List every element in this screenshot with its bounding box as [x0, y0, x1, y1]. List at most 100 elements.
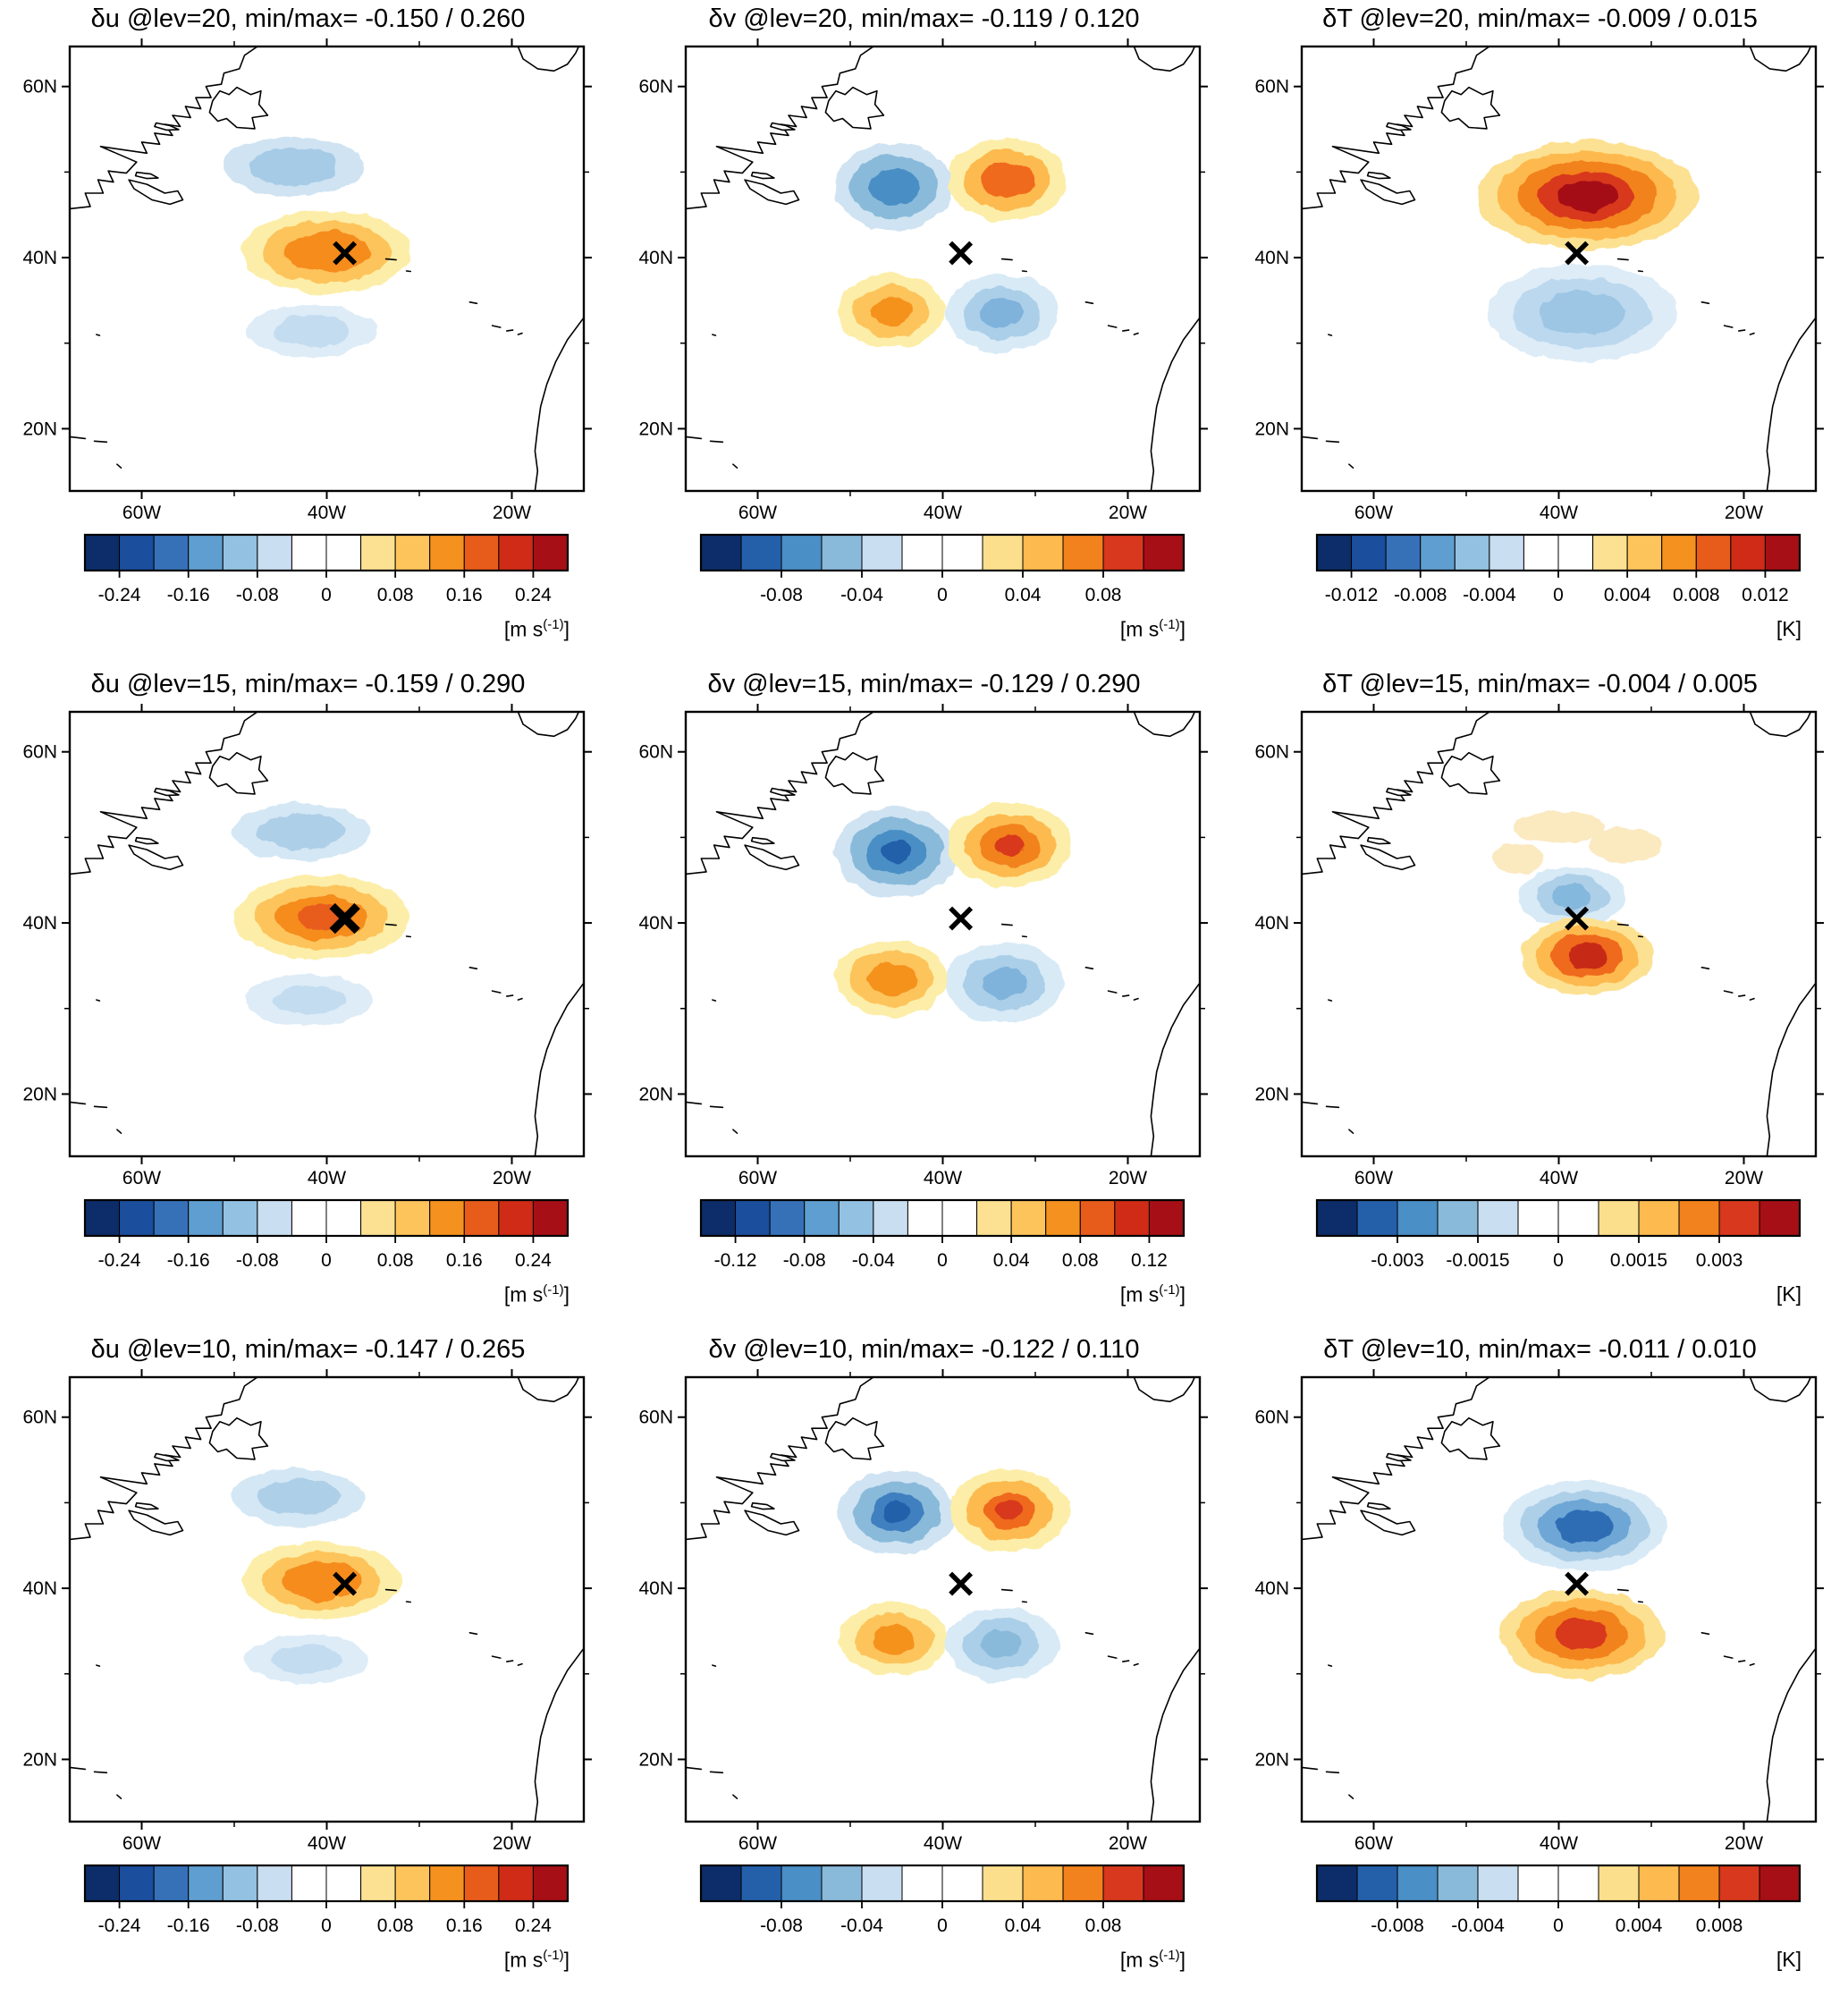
colorbar-box: [84, 1199, 121, 1237]
coastline: [1700, 301, 1710, 305]
coastline: [824, 1417, 885, 1460]
colorbar-box: [394, 1199, 431, 1237]
colorbar-v10: -0.08 -0.04 0 0.04 0.08: [699, 1864, 1186, 1936]
coastline: [1440, 751, 1501, 795]
coastline: [1360, 1510, 1416, 1536]
coastline: [491, 325, 502, 328]
colorbar-unit-u10: [m s(-1)]: [503, 1948, 570, 1972]
colorbar-tick-label: 0: [937, 1250, 948, 1271]
anomaly-blob-layer: [1590, 827, 1662, 864]
colorbar-tick-label: -0.16: [167, 585, 210, 605]
lat-label: 40N: [638, 913, 673, 934]
anomaly-blob-layer: [1491, 842, 1544, 875]
colorbar-box: [1517, 1865, 1559, 1902]
colorbar-box: [394, 534, 431, 571]
colorbar-box: [740, 534, 782, 571]
coastline: [506, 994, 514, 997]
coastline: [1616, 1588, 1629, 1592]
anomaly-blob-layer: [980, 299, 1024, 328]
x-marker: [1565, 241, 1590, 266]
coastline: [1107, 325, 1118, 328]
colorbar-box: [1598, 1865, 1640, 1902]
colorbar-box: [222, 1199, 258, 1237]
lat-label: 60N: [1254, 742, 1289, 763]
colorbar-v15: -0.12 -0.08 -0.04 0 0.04 0.08 0.12: [699, 1198, 1186, 1271]
coastline: [709, 1105, 724, 1109]
coastline: [116, 1129, 122, 1134]
coastline: [744, 844, 800, 871]
colorbar-box: [1143, 534, 1185, 571]
panel-title-T15: δT @lev=15, min/max= -0.004 / 0.005: [1322, 670, 1758, 698]
colorbar-box: [222, 1865, 258, 1902]
map-T20: 60N 40N 20N 60W 40W 20W: [1254, 38, 1824, 523]
coastline: [712, 1664, 717, 1667]
colorbar-tick-label: -0.08: [236, 1916, 279, 1936]
lon-label: 60W: [738, 503, 777, 523]
x-marker: [949, 1571, 974, 1596]
colorbar-u20: -0.24 -0.16 -0.08 0 0.08 0.16 0.24: [83, 533, 570, 605]
colorbar-box: [1678, 1865, 1720, 1902]
colorbar-tick-label: 0: [321, 1250, 332, 1271]
colorbar-tick-label: -0.04: [840, 585, 883, 605]
map-background: [686, 47, 1200, 491]
coastline: [732, 1129, 738, 1134]
colorbar-box: [394, 1865, 431, 1902]
colorbar-tick-label: 0.08: [1085, 1916, 1122, 1936]
coastline: [750, 1501, 775, 1510]
colorbar-box: [360, 1865, 396, 1902]
coastline: [1084, 1632, 1094, 1636]
coastline: [686, 47, 874, 210]
coastline: [750, 171, 775, 180]
coastline: [1328, 334, 1333, 336]
anomaly-blob-layer: [257, 1479, 340, 1515]
colorbar-tick-label: -0.08: [236, 1250, 279, 1271]
coastline: [712, 334, 717, 336]
lon-label: 60W: [738, 1833, 777, 1854]
anomaly-blob-layer: [257, 814, 345, 850]
lat-label: 20N: [1254, 1084, 1289, 1104]
lon-label: 20W: [1109, 1833, 1147, 1854]
coastline: [70, 436, 87, 440]
anomaly-blob-layer: [1550, 884, 1592, 909]
lat-label: 60N: [22, 77, 57, 97]
colorbar-box: [463, 1199, 500, 1237]
anomaly-blob-layer: [866, 961, 916, 995]
colorbar-box: [941, 1199, 978, 1237]
panel-title-u15: δu @lev=15, min/max= -0.159 / 0.290: [90, 670, 526, 698]
colorbar-box: [873, 1199, 908, 1237]
colorbar-box: [532, 1199, 569, 1237]
coastline: [686, 1766, 703, 1771]
coastline: [1749, 1662, 1755, 1666]
coastline: [1348, 463, 1354, 469]
coastline: [1084, 301, 1094, 305]
colorbar-unit-v15: [m s(-1)]: [1119, 1282, 1186, 1307]
colorbar-box: [1316, 534, 1353, 571]
panel-title-T10: δT @lev=10, min/max= -0.011 / 0.010: [1323, 1335, 1757, 1364]
coastlines: [686, 47, 1200, 491]
colorbar-box: [1718, 1865, 1760, 1902]
map-v10: 60N 40N 20N 60W 40W 20W: [638, 1369, 1208, 1854]
coastline: [128, 1510, 184, 1536]
coastline: [1700, 967, 1710, 970]
colorbar-tick-label: -0.04: [840, 1916, 883, 1936]
lat-label: 20N: [1254, 419, 1289, 439]
colorbar-box: [1356, 1199, 1398, 1237]
colorbar-box: [1592, 534, 1628, 571]
coastline: [134, 836, 159, 845]
colorbar-box: [1397, 1199, 1439, 1237]
colorbar-box: [84, 534, 121, 571]
axis-ticks: [678, 1369, 1208, 1830]
colorbar-box: [532, 1865, 569, 1902]
panel-u10: δu @lev=10, min/max= -0.147 / 0.265 60N 40…: [0, 1331, 616, 1996]
colorbar-box: [325, 1865, 362, 1902]
colorbar-tick-label: -0.24: [98, 585, 141, 605]
coastline: [1107, 1655, 1118, 1659]
coastline: [712, 999, 717, 1002]
colorbar-box: [982, 534, 1024, 571]
coastline: [506, 329, 514, 332]
anomaly-blob-layer: [872, 1625, 916, 1654]
anomaly-field: [232, 1468, 401, 1685]
colorbar-v20: -0.08 -0.04 0 0.04 0.08: [699, 533, 1186, 605]
colorbar-tick-label: 0.004: [1604, 585, 1651, 605]
coastline: [824, 86, 885, 130]
